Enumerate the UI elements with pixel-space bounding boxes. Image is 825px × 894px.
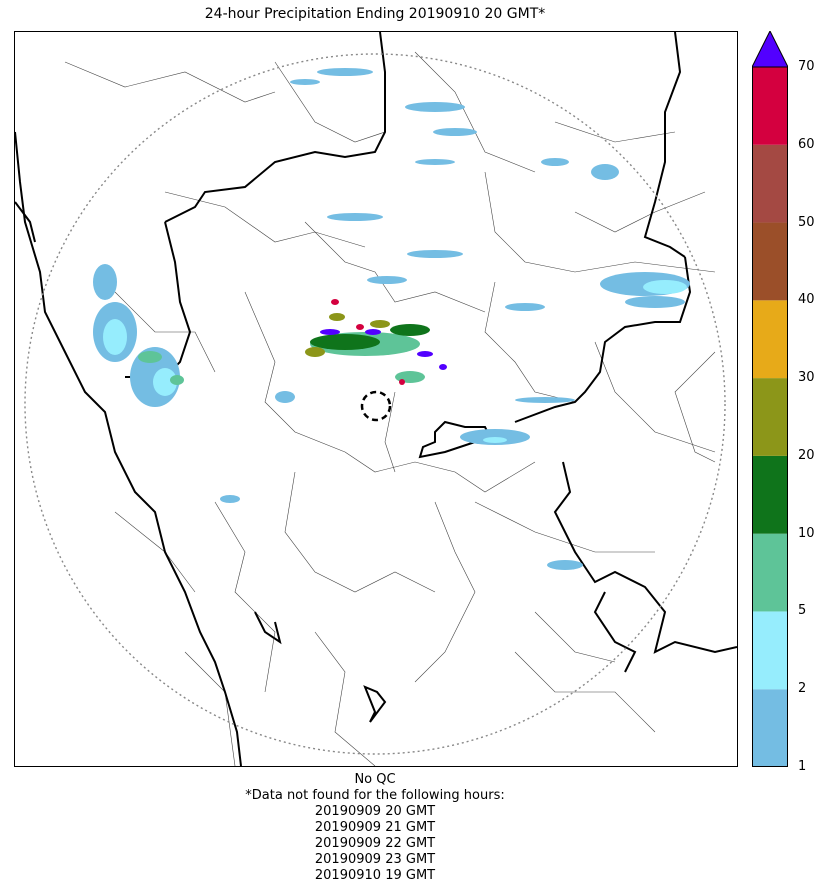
colorbar-segment: [752, 455, 788, 534]
colorbar-tick-label: 1: [798, 759, 807, 774]
colorbar-extend-triangle: [752, 31, 788, 68]
colorbar-segment: [752, 222, 788, 301]
colorbar-tick-label: 10: [798, 525, 815, 541]
colorbar-segment: [752, 144, 788, 223]
radar-location-marker: [360, 390, 392, 422]
missing-hour: 20190909 21 GMT: [314, 820, 436, 835]
colorbar-segment: [752, 611, 788, 690]
colorbar-tick-label: 60: [798, 136, 815, 152]
precipitation-extreme: [305, 313, 390, 357]
chart-title: 24-hour Precipitation Ending 20190910 20…: [204, 6, 546, 22]
colorbar-tick-label: 2: [798, 681, 807, 697]
colorbar-tick-label: 40: [798, 292, 815, 308]
missing-hour: 20190909 22 GMT: [314, 836, 436, 851]
colorbar-segment: [752, 300, 788, 379]
precipitation-core: [331, 299, 405, 385]
missing-data-note: *Data not found for the following hours:: [245, 788, 505, 803]
precipitation-moderate: [103, 280, 687, 443]
range-ring: [24, 53, 726, 755]
precipitation-light: [93, 68, 690, 570]
colorbar: [752, 31, 788, 767]
missing-hour: 20190910 19 GMT: [314, 868, 436, 883]
colorbar-tick-label: 70: [798, 59, 815, 74]
colorbar-segment: [752, 689, 788, 767]
state-boundaries: [15, 32, 737, 766]
colorbar-segment: [752, 67, 788, 145]
missing-hour: 20190909 23 GMT: [314, 852, 436, 867]
colorbar-tick-label: 30: [798, 370, 815, 386]
colorbar-tick-label: 20: [798, 447, 815, 463]
precipitation-intense: [310, 324, 430, 350]
radar-map: [14, 31, 738, 767]
footer-notes: No QC *Data not found for the following …: [0, 772, 750, 884]
qc-status: No QC: [354, 772, 396, 787]
colorbar-segment: [752, 533, 788, 612]
precipitation-peak: [320, 329, 447, 370]
colorbar-segment: [752, 378, 788, 456]
missing-hour: 20190909 20 GMT: [314, 804, 436, 819]
district-boundaries: [64, 51, 716, 766]
colorbar-tick-label: 5: [798, 603, 807, 619]
colorbar-tick-label: 50: [798, 214, 815, 230]
